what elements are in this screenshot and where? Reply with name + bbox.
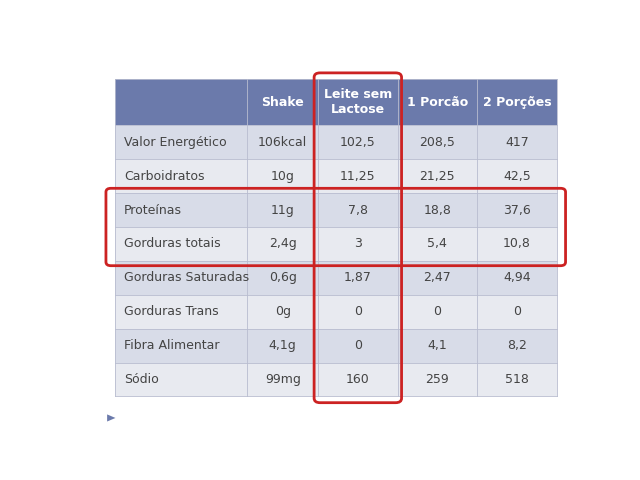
Text: 21,25: 21,25 <box>420 170 455 183</box>
Text: 3: 3 <box>354 238 362 251</box>
Text: 10g: 10g <box>271 170 294 183</box>
Polygon shape <box>107 414 115 421</box>
Bar <box>318 227 397 261</box>
Bar <box>397 193 477 227</box>
Bar <box>318 261 397 295</box>
Text: 99mg: 99mg <box>265 373 301 386</box>
Bar <box>477 227 557 261</box>
Text: 2,47: 2,47 <box>424 271 451 284</box>
Text: 417: 417 <box>505 136 529 149</box>
Bar <box>318 159 397 193</box>
Text: Leite sem
Lactose: Leite sem Lactose <box>324 88 392 116</box>
Bar <box>115 125 248 159</box>
Bar <box>318 125 397 159</box>
Bar <box>248 79 318 125</box>
Bar <box>477 295 557 329</box>
Text: 5,4: 5,4 <box>428 238 447 251</box>
Bar <box>248 125 318 159</box>
Text: 0: 0 <box>354 305 362 318</box>
Text: Sódio: Sódio <box>124 373 159 386</box>
Bar <box>248 261 318 295</box>
Bar <box>248 227 318 261</box>
Bar <box>477 79 557 125</box>
Bar <box>397 159 477 193</box>
Text: 7,8: 7,8 <box>348 204 368 216</box>
Bar <box>115 362 248 396</box>
Bar <box>115 261 248 295</box>
Bar <box>397 329 477 362</box>
Text: Fibra Alimentar: Fibra Alimentar <box>124 339 220 352</box>
Text: 1,87: 1,87 <box>344 271 372 284</box>
Text: Shake: Shake <box>261 96 304 109</box>
Bar <box>248 193 318 227</box>
Text: Gorduras Saturadas: Gorduras Saturadas <box>124 271 250 284</box>
Bar <box>115 159 248 193</box>
Text: 160: 160 <box>346 373 370 386</box>
Text: 4,1: 4,1 <box>428 339 447 352</box>
Text: 259: 259 <box>426 373 449 386</box>
Text: Proteínas: Proteínas <box>124 204 182 216</box>
Bar <box>477 125 557 159</box>
Text: 106kcal: 106kcal <box>258 136 307 149</box>
Bar <box>318 79 397 125</box>
Bar <box>477 193 557 227</box>
Bar <box>397 125 477 159</box>
Bar <box>477 362 557 396</box>
Bar <box>248 295 318 329</box>
Bar <box>477 159 557 193</box>
Text: 10,8: 10,8 <box>503 238 531 251</box>
Text: 102,5: 102,5 <box>340 136 376 149</box>
Text: 2 Porções: 2 Porções <box>483 96 551 109</box>
Text: 1 Porcão: 1 Porcão <box>407 96 468 109</box>
Text: 42,5: 42,5 <box>503 170 531 183</box>
Bar <box>477 261 557 295</box>
Text: 8,2: 8,2 <box>507 339 527 352</box>
Text: Valor Energético: Valor Energético <box>124 136 227 149</box>
Text: 518: 518 <box>505 373 529 386</box>
Text: 0: 0 <box>354 339 362 352</box>
Text: 208,5: 208,5 <box>419 136 455 149</box>
Bar <box>115 193 248 227</box>
Text: 0: 0 <box>513 305 521 318</box>
Bar <box>397 295 477 329</box>
Text: Gorduras totais: Gorduras totais <box>124 238 221 251</box>
Text: 4,94: 4,94 <box>503 271 531 284</box>
Bar <box>397 79 477 125</box>
Bar <box>318 362 397 396</box>
Bar <box>115 227 248 261</box>
Text: 18,8: 18,8 <box>424 204 451 216</box>
Text: Gorduras Trans: Gorduras Trans <box>124 305 219 318</box>
Bar <box>248 159 318 193</box>
Bar <box>477 329 557 362</box>
Text: Carboidratos: Carboidratos <box>124 170 205 183</box>
Text: 4,1g: 4,1g <box>269 339 296 352</box>
Bar <box>115 79 248 125</box>
Text: 11,25: 11,25 <box>340 170 376 183</box>
Text: 0,6g: 0,6g <box>269 271 297 284</box>
Bar <box>318 329 397 362</box>
Bar <box>397 227 477 261</box>
Bar <box>248 362 318 396</box>
Text: 2,4g: 2,4g <box>269 238 296 251</box>
Text: 0: 0 <box>433 305 442 318</box>
Bar <box>318 193 397 227</box>
Text: 11g: 11g <box>271 204 294 216</box>
Text: 37,6: 37,6 <box>503 204 531 216</box>
Bar <box>397 261 477 295</box>
Bar <box>248 329 318 362</box>
Bar <box>318 295 397 329</box>
Bar <box>397 362 477 396</box>
Bar <box>115 295 248 329</box>
Text: 0g: 0g <box>275 305 291 318</box>
Bar <box>115 329 248 362</box>
